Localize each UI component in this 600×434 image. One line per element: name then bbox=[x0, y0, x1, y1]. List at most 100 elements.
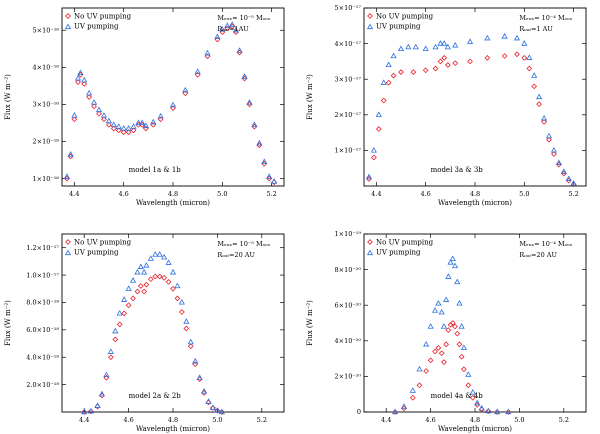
data-point-no-uv bbox=[229, 23, 236, 30]
data-point-uv bbox=[431, 307, 439, 313]
data-point-no-uv bbox=[233, 29, 239, 35]
model-label: model 3a & 3b bbox=[431, 166, 484, 174]
x-tick-label: 4.6 bbox=[425, 416, 435, 424]
legend-label-uv: UV pumping bbox=[74, 22, 119, 30]
data-point-uv bbox=[187, 338, 194, 345]
data-point-no-uv bbox=[121, 310, 128, 317]
data-point-uv bbox=[157, 112, 164, 119]
y-tick-label: 8×10⁻²⁰ bbox=[335, 266, 362, 274]
data-point-no-uv bbox=[438, 350, 445, 357]
data-point-uv bbox=[390, 52, 397, 59]
x-tick-label: 4.6 bbox=[123, 416, 133, 424]
data-point-no-uv bbox=[521, 54, 528, 61]
data-point-no-uv bbox=[96, 110, 102, 117]
data-point-no-uv bbox=[115, 127, 122, 134]
data-point-no-uv bbox=[469, 394, 476, 401]
y-tick-label: 6.0×10⁻¹⁸ bbox=[26, 326, 59, 334]
x-tick-label: 4.4 bbox=[381, 416, 391, 424]
data-point-no-uv bbox=[261, 160, 268, 167]
y-axis-title: Flux (W m⁻²) bbox=[306, 300, 314, 346]
data-point-no-uv bbox=[447, 321, 454, 328]
data-point-no-uv bbox=[112, 336, 119, 343]
data-point-no-uv bbox=[398, 69, 404, 75]
data-point-no-uv bbox=[106, 121, 112, 128]
data-point-uv bbox=[103, 371, 110, 378]
legend-marker-no-uv bbox=[65, 239, 71, 245]
data-point-no-uv bbox=[266, 175, 273, 182]
data-point-no-uv bbox=[371, 154, 377, 161]
data-point-uv bbox=[182, 86, 189, 93]
y-tick-label: 1×10⁻¹⁶ bbox=[33, 175, 60, 183]
data-point-no-uv bbox=[110, 125, 117, 132]
data-point-uv bbox=[183, 318, 190, 324]
data-point-no-uv bbox=[423, 368, 430, 374]
data-point-no-uv bbox=[147, 276, 154, 283]
data-point-uv bbox=[147, 255, 154, 261]
data-point-no-uv bbox=[443, 341, 450, 348]
x-axis-title: Wavelength (micron) bbox=[136, 425, 210, 433]
legend-label-uv: UV pumping bbox=[376, 248, 421, 256]
data-point-no-uv bbox=[86, 94, 92, 100]
data-point-no-uv bbox=[125, 302, 132, 309]
x-tick-label: 5.0 bbox=[212, 416, 222, 424]
legend-label-uv: UV pumping bbox=[74, 248, 119, 256]
plot-frame bbox=[363, 233, 587, 413]
data-point-no-uv bbox=[565, 177, 572, 184]
data-point-no-uv bbox=[531, 83, 538, 90]
data-point-no-uv bbox=[380, 97, 387, 104]
note-radius: Rₒᵤₜ=20 AU bbox=[217, 251, 255, 259]
data-point-uv bbox=[165, 259, 172, 265]
x-tick-label: 5.2 bbox=[559, 416, 569, 424]
data-point-no-uv bbox=[452, 323, 458, 330]
data-point-no-uv bbox=[410, 69, 417, 75]
y-axis-title: Flux (W m⁻²) bbox=[4, 74, 12, 120]
model-label: model 4a & 4b bbox=[431, 392, 484, 400]
data-point-uv bbox=[232, 26, 239, 33]
data-point-uv bbox=[219, 26, 226, 32]
data-point-no-uv bbox=[556, 161, 562, 168]
data-point-no-uv bbox=[409, 394, 416, 401]
data-point-uv bbox=[451, 262, 459, 269]
data-point-uv bbox=[469, 388, 476, 395]
data-point-uv bbox=[98, 390, 106, 397]
x-axis-title: Wavelength (micron) bbox=[438, 425, 512, 433]
data-point-no-uv bbox=[441, 54, 448, 61]
data-point-no-uv bbox=[422, 67, 429, 74]
data-point-no-uv bbox=[141, 288, 148, 295]
data-point-uv bbox=[454, 278, 461, 285]
data-point-uv bbox=[196, 374, 203, 380]
data-point-no-uv bbox=[161, 274, 167, 281]
data-point-no-uv bbox=[416, 382, 423, 389]
y-tick-label: 0 bbox=[357, 408, 361, 416]
data-point-uv bbox=[174, 282, 181, 289]
data-point-no-uv bbox=[385, 79, 392, 86]
data-point-uv bbox=[412, 43, 419, 50]
data-point-uv bbox=[526, 54, 533, 60]
data-point-uv bbox=[466, 38, 474, 44]
data-point-no-uv bbox=[474, 402, 481, 408]
data-point-no-uv bbox=[67, 153, 74, 160]
data-point-uv bbox=[135, 119, 142, 126]
data-point-uv bbox=[139, 119, 146, 126]
data-point-uv bbox=[246, 99, 253, 105]
data-point-uv bbox=[152, 251, 159, 257]
data-point-no-uv bbox=[81, 81, 88, 87]
data-point-uv bbox=[94, 402, 101, 408]
data-point-uv bbox=[71, 112, 78, 118]
data-point-no-uv bbox=[437, 58, 444, 65]
y-tick-label: 3×10⁻¹⁷ bbox=[335, 75, 362, 83]
data-point-no-uv bbox=[125, 129, 132, 136]
data-point-uv bbox=[427, 323, 434, 329]
data-point-no-uv bbox=[236, 49, 243, 56]
data-point-uv bbox=[555, 159, 562, 165]
model-label: model 2a & 2b bbox=[129, 392, 182, 400]
data-point-no-uv bbox=[130, 127, 137, 134]
y-tick-label: 5×10⁻¹⁶ bbox=[33, 26, 60, 34]
data-point-uv bbox=[110, 121, 117, 127]
data-point-no-uv bbox=[467, 58, 473, 65]
data-point-uv bbox=[536, 93, 543, 100]
data-point-uv bbox=[90, 99, 98, 105]
series-no-uv bbox=[366, 51, 577, 188]
data-point-no-uv bbox=[103, 374, 110, 381]
